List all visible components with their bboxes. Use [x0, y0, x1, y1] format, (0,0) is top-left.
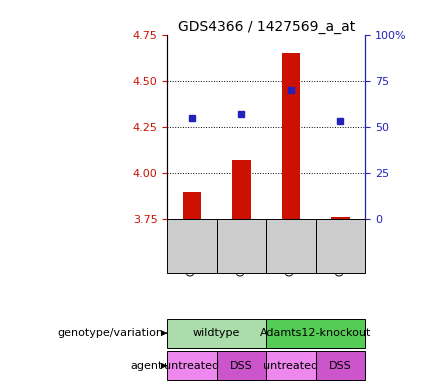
Bar	[282, 53, 301, 219]
Text: GSM995707: GSM995707	[187, 216, 197, 276]
FancyBboxPatch shape	[167, 351, 216, 380]
FancyBboxPatch shape	[316, 351, 365, 380]
Text: GSM995709: GSM995709	[236, 217, 246, 276]
Text: untreated: untreated	[264, 361, 319, 371]
FancyBboxPatch shape	[216, 351, 266, 380]
Bar	[183, 192, 202, 219]
Text: wildtype: wildtype	[193, 328, 240, 338]
Text: DSS: DSS	[230, 361, 253, 371]
Text: DSS: DSS	[329, 361, 352, 371]
Text: GSM995710: GSM995710	[335, 217, 345, 276]
Bar	[331, 217, 350, 219]
Text: GSM995708: GSM995708	[286, 217, 296, 276]
FancyBboxPatch shape	[266, 351, 316, 380]
FancyBboxPatch shape	[266, 319, 365, 348]
FancyBboxPatch shape	[167, 319, 266, 348]
Text: untreated: untreated	[165, 361, 220, 371]
Text: agent: agent	[131, 361, 163, 371]
Bar	[232, 160, 251, 219]
Title: GDS4366 / 1427569_a_at: GDS4366 / 1427569_a_at	[178, 20, 355, 33]
Text: Adamts12-knockout: Adamts12-knockout	[260, 328, 371, 338]
Text: genotype/variation: genotype/variation	[57, 328, 163, 338]
